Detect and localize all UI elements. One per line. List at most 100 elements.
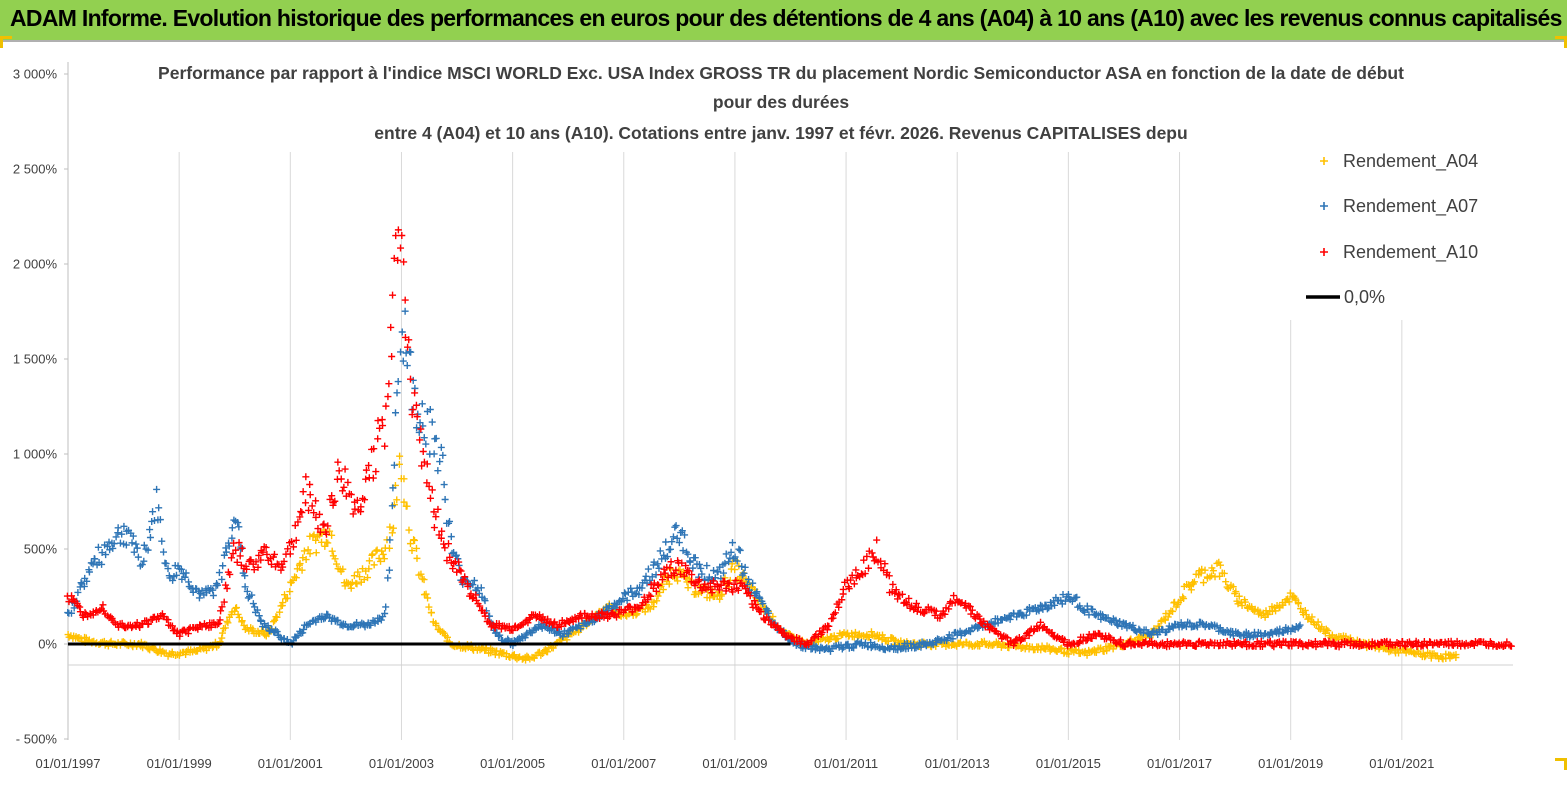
data-point (264, 622, 272, 630)
data-point (646, 576, 654, 584)
data-point (416, 436, 424, 444)
data-point (1222, 578, 1230, 586)
data-point (1507, 642, 1515, 650)
data-point (425, 603, 433, 611)
data-point (247, 556, 255, 564)
data-point (722, 550, 730, 558)
data-point (695, 576, 703, 584)
data-point (472, 596, 480, 604)
data-point (436, 458, 444, 466)
data-point (1076, 638, 1084, 646)
data-point (406, 540, 414, 548)
data-point (619, 595, 627, 603)
data-point (255, 551, 263, 559)
data-point (920, 610, 928, 618)
data-points (63, 226, 1515, 664)
data-point (392, 409, 400, 417)
data-point (198, 587, 206, 595)
data-point (102, 551, 110, 559)
data-point (441, 496, 449, 504)
data-point (333, 560, 341, 568)
data-point (353, 496, 361, 504)
data-point (252, 558, 260, 566)
data-point (401, 296, 409, 304)
x-axis: 01/01/1997 01/01/1999 01/01/2001 01/01/2003… (35, 756, 1434, 771)
chart-title-line-3: entre 4 (A04) et 10 ans (A10). Cotations… (374, 123, 1187, 143)
data-point (120, 522, 128, 530)
data-point (326, 527, 334, 535)
data-point (312, 497, 320, 505)
data-point (449, 565, 457, 573)
data-point (1235, 592, 1243, 600)
data-point (945, 631, 953, 639)
data-point (1298, 639, 1306, 647)
data-point (698, 570, 706, 578)
data-point (714, 582, 722, 590)
data-point (434, 467, 442, 475)
data-point (413, 554, 421, 562)
data-point (401, 307, 409, 315)
data-point (881, 560, 889, 568)
data-point (249, 600, 257, 608)
data-point (861, 570, 869, 578)
data-point (650, 579, 658, 587)
data-point (1270, 643, 1278, 651)
data-point (459, 576, 467, 584)
data-point (389, 524, 397, 532)
data-point (286, 588, 294, 596)
data-point (407, 375, 415, 383)
y-tick-label: 2 000% (13, 257, 58, 272)
data-point (722, 584, 730, 592)
data-point (470, 576, 478, 584)
data-point (310, 509, 318, 517)
data-point (850, 644, 858, 652)
data-point (484, 617, 492, 625)
data-point (335, 467, 343, 475)
data-point (348, 578, 356, 586)
data-point (218, 634, 226, 642)
x-tick-label: 01/01/2011 (814, 756, 878, 771)
data-point (877, 557, 885, 565)
legend-marker-Rendement_A07 (1320, 202, 1328, 210)
data-point (432, 513, 440, 521)
data-point (469, 581, 477, 589)
data-point (654, 581, 662, 589)
data-point (255, 612, 263, 620)
data-point (273, 628, 281, 636)
data-point (226, 570, 234, 578)
y-tick-label: 2 500% (13, 162, 58, 177)
data-point (457, 567, 465, 575)
data-point (831, 609, 839, 617)
data-point (158, 537, 166, 545)
data-point (286, 550, 294, 558)
x-tick-label: 01/01/2019 (1258, 756, 1323, 771)
data-point (288, 538, 296, 546)
data-point (339, 487, 347, 495)
x-tick-label: 01/01/2007 (591, 756, 656, 771)
data-point (1116, 617, 1124, 625)
legend: Rendement_A04 Rendement_A07 Rendement_A10 0… (1306, 151, 1478, 307)
data-point (215, 569, 223, 577)
data-point (1275, 630, 1283, 638)
data-point (392, 232, 400, 240)
data-point (300, 547, 308, 555)
data-point (974, 624, 982, 632)
data-point (1201, 566, 1209, 574)
data-point (838, 596, 846, 604)
data-point (777, 625, 785, 633)
data-point (194, 625, 202, 633)
data-point (709, 577, 717, 585)
data-point (1017, 635, 1025, 643)
data-point (344, 478, 352, 486)
data-point (227, 554, 235, 562)
data-point (302, 473, 310, 481)
data-point (665, 580, 673, 588)
data-point (1414, 639, 1422, 647)
data-point (213, 580, 221, 588)
data-point (1242, 638, 1250, 646)
data-point (966, 628, 974, 636)
data-point (1088, 634, 1096, 642)
data-point (461, 573, 469, 581)
data-point (661, 569, 669, 577)
data-point (710, 567, 718, 575)
